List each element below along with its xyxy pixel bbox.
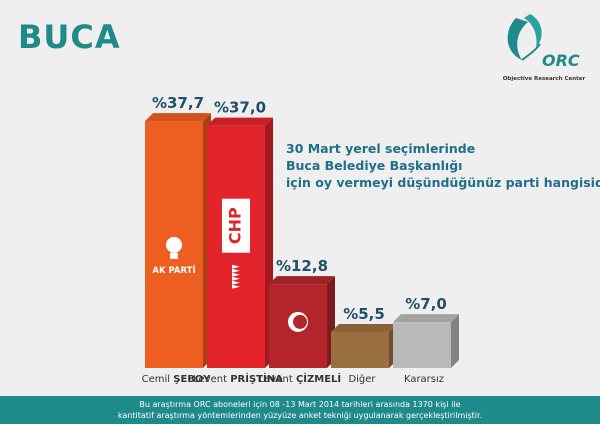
footer-line: Bu araştırma ORC aboneleri için 08 -13 M…	[139, 400, 461, 409]
bar	[207, 125, 265, 369]
bar-top	[331, 323, 397, 332]
chp-arrow	[232, 268, 240, 273]
bar-side	[203, 113, 211, 368]
bar-side	[265, 117, 273, 369]
category-label: Kararsız	[404, 374, 444, 385]
lightbulb-icon	[166, 236, 182, 253]
survey-question: 30 Mart yerel seçimlerinde Buca Belediye…	[286, 140, 600, 191]
orc-logo: ORC	[507, 14, 580, 70]
bar	[331, 331, 389, 368]
bar-side	[389, 323, 397, 368]
category-label: Cemil ŞEBOY	[142, 374, 211, 385]
party-label-akp: AK PARTİ	[152, 265, 195, 276]
chp-arrow	[232, 276, 240, 281]
value-label: %37,0	[214, 99, 266, 117]
category-label: Levent ÇİZMELİ	[259, 371, 341, 385]
chp-arrow	[232, 272, 240, 277]
chp-logo-box	[222, 198, 250, 253]
bar	[145, 121, 203, 368]
question-line: Buca Belediye Başkanlığı	[286, 158, 463, 173]
question-line: 30 Mart yerel seçimlerinde	[286, 141, 476, 156]
bar-side	[327, 276, 335, 368]
bar-top	[269, 276, 335, 285]
logo-wordmark: ORC	[542, 51, 580, 70]
mhp-crescent-icon	[288, 311, 308, 332]
bar	[393, 322, 451, 368]
footer-line: kantitatif araştırma yöntemlerinden yüzy…	[117, 411, 483, 420]
bar-side	[451, 314, 459, 368]
bar-top	[207, 117, 273, 126]
value-label: %12,8	[276, 257, 328, 275]
mhp-crescent-cut	[293, 314, 307, 329]
category-label: Diğer	[348, 373, 376, 385]
page-title: BUCA	[18, 18, 121, 56]
bar-top	[145, 113, 211, 122]
leaf-swirl-icon	[507, 14, 542, 61]
lightbulb-base	[170, 252, 178, 259]
bar	[269, 284, 327, 368]
logo-subtitle: Objective Research Center	[502, 76, 586, 82]
question-line: için oy vermeyi düşündüğünüz parti hangi…	[286, 175, 600, 190]
bar-top	[393, 314, 459, 323]
category-label: Levent PRİŞTİNA	[193, 371, 283, 385]
party-label-chp: CHP	[226, 207, 245, 244]
footer-note: Bu araştırma ORC aboneleri için 08 -13 M…	[0, 396, 600, 424]
value-label: %37,7	[152, 94, 204, 112]
chp-arrow	[232, 284, 240, 289]
value-label: %5,5	[343, 305, 385, 323]
value-label: %7,0	[405, 295, 447, 313]
chp-arrow	[232, 280, 240, 285]
chp-arrow	[232, 264, 240, 269]
